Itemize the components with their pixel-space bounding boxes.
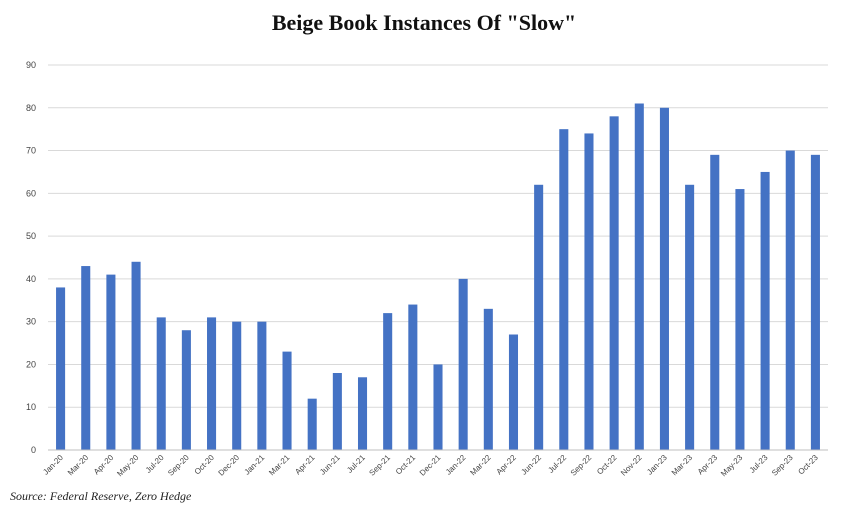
bar [282, 351, 292, 450]
bar [181, 330, 191, 450]
x-tick-label: Nov-22 [619, 453, 644, 478]
x-tick-label: May-23 [719, 453, 745, 479]
bar [156, 317, 166, 450]
bar [634, 103, 644, 450]
bar [307, 398, 317, 450]
y-tick-label: 40 [26, 274, 36, 284]
bar [257, 321, 267, 450]
x-tick-label: Jan-20 [41, 453, 65, 477]
x-tick-label: Oct-22 [595, 453, 619, 477]
bar [131, 261, 141, 450]
bar [483, 308, 493, 450]
bar [534, 184, 544, 450]
bar [207, 317, 217, 450]
bar [408, 304, 418, 450]
x-tick-label: Sep-20 [166, 453, 191, 478]
x-tick-label: Oct-21 [394, 453, 418, 477]
y-tick-label: 20 [26, 359, 36, 369]
x-tick-label: Dec-20 [217, 453, 242, 478]
y-tick-label: 60 [26, 188, 36, 198]
bar [458, 278, 468, 450]
y-tick-label: 90 [26, 60, 36, 70]
x-tick-label: Apr-23 [696, 453, 720, 477]
x-tick-label: Mar-21 [267, 453, 292, 478]
source-note: Source: Federal Reserve, Zero Hedge [10, 489, 192, 503]
bar [685, 184, 695, 450]
bar [659, 107, 669, 451]
y-tick-label: 50 [26, 231, 36, 241]
y-tick-label: 10 [26, 402, 36, 412]
x-tick-label: Oct-23 [796, 453, 820, 477]
bars [56, 103, 820, 451]
x-tick-label: Mar-20 [66, 453, 91, 478]
y-tick-label: 0 [31, 445, 36, 455]
x-tick-label: May-20 [115, 453, 141, 479]
bar [81, 266, 91, 450]
x-tick-label: Jan-21 [243, 453, 267, 477]
bar [710, 154, 720, 451]
x-tick-label: Apr-20 [92, 453, 116, 477]
y-tick-label: 70 [26, 146, 36, 156]
bar [332, 373, 342, 450]
x-tick-label: Dec-21 [418, 453, 443, 478]
bar [383, 313, 393, 450]
x-tick-label: Mar-23 [670, 453, 695, 478]
bar [508, 334, 519, 450]
x-tick-label: Apr-21 [293, 453, 317, 477]
x-tick-label: Jun-21 [318, 453, 342, 477]
x-tick-label: Jul-21 [345, 453, 367, 475]
x-tick-label: Jul-23 [748, 453, 770, 475]
bar [760, 171, 770, 450]
bar [735, 189, 745, 451]
x-axis-tick-labels: Jan-20 Mar-20 Apr-20 May-20 Jul-20 Sep-20 Oct-… [41, 453, 820, 479]
x-tick-label: Sep-23 [770, 453, 795, 478]
bar [559, 129, 569, 450]
x-tick-label: Jul-20 [144, 453, 166, 475]
x-tick-label: Apr-22 [495, 453, 519, 477]
y-tick-label: 80 [26, 103, 36, 113]
x-tick-label: Oct-20 [193, 453, 217, 477]
x-tick-label: Jan-23 [645, 453, 669, 477]
y-tick-label: 30 [26, 317, 36, 327]
bar [106, 274, 116, 450]
x-tick-label: Sep-21 [367, 453, 392, 478]
bar [433, 364, 443, 450]
bar [810, 154, 820, 451]
bar [232, 321, 242, 450]
bar [357, 377, 368, 450]
y-axis-tick-labels: 0 10 20 30 40 50 60 70 80 90 [26, 60, 36, 455]
bar [584, 133, 594, 450]
x-tick-label: Mar-22 [468, 453, 493, 478]
x-tick-label: Jun-22 [519, 453, 543, 477]
chart-title: Beige Book Instances Of "Slow" [271, 10, 577, 35]
x-tick-label: Jul-22 [546, 453, 568, 475]
bar [609, 116, 619, 450]
bar [785, 150, 795, 451]
bar [56, 287, 66, 450]
x-tick-label: Sep-22 [569, 453, 594, 478]
x-tick-label: Jan-22 [444, 453, 468, 477]
